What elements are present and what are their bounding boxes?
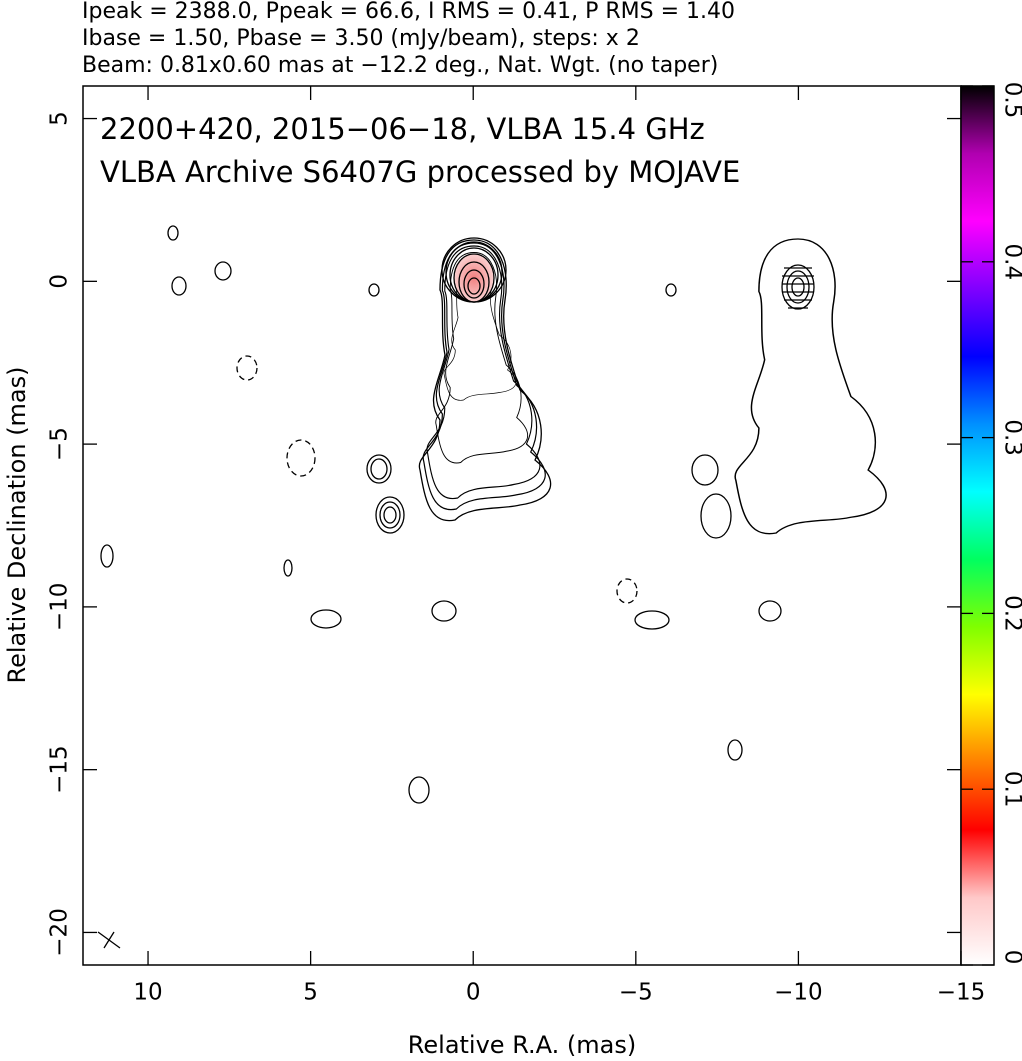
contours <box>97 225 887 949</box>
x-tick-label: 5 <box>303 980 318 1006</box>
x-tick-label: 10 <box>133 980 162 1006</box>
plot-frame <box>82 85 962 966</box>
y-tick-label: 5 <box>47 111 73 126</box>
y-tick-label: 0 <box>47 274 73 289</box>
annotation: VLBA Archive S6407G processed by MOJAVE <box>100 155 740 189</box>
x-axis-label: Relative R.A. (mas) <box>408 1031 636 1059</box>
x-tick-label: −15 <box>937 980 986 1006</box>
colorbar-tick-label: 0.3 <box>1000 419 1022 456</box>
colorbar-tick-label: 0 <box>1000 950 1022 965</box>
x-tick-label: −10 <box>774 980 823 1006</box>
colorbar-tick-label: 0.2 <box>1000 595 1022 632</box>
colorbar-tick-label: 0.4 <box>1000 244 1022 281</box>
x-tick-label: −5 <box>619 980 653 1006</box>
colorbar-tick-label: 0.1 <box>1000 771 1022 808</box>
header-line: Ibase = 1.50, Pbase = 3.50 (mJy/beam), s… <box>82 26 640 51</box>
x-tick-label: 0 <box>466 980 481 1006</box>
y-tick-label: −10 <box>47 583 73 632</box>
y-tick-label: −5 <box>47 427 73 461</box>
colorbar <box>960 85 995 966</box>
y-tick-label: −15 <box>47 745 73 794</box>
annotation: 2200+420, 2015−06−18, VLBA 15.4 GHz <box>100 112 705 146</box>
header-line: Beam: 0.81x0.60 mas at −12.2 deg., Nat. … <box>82 53 718 78</box>
colorbar-tick-label: 0.5 <box>1000 82 1022 119</box>
y-axis-label: Relative Declination (mas) <box>3 366 31 683</box>
header-line: Ipeak = 2388.0, Ppeak = 66.6, I RMS = 0.… <box>82 0 735 24</box>
y-tick-label: −20 <box>47 908 73 957</box>
